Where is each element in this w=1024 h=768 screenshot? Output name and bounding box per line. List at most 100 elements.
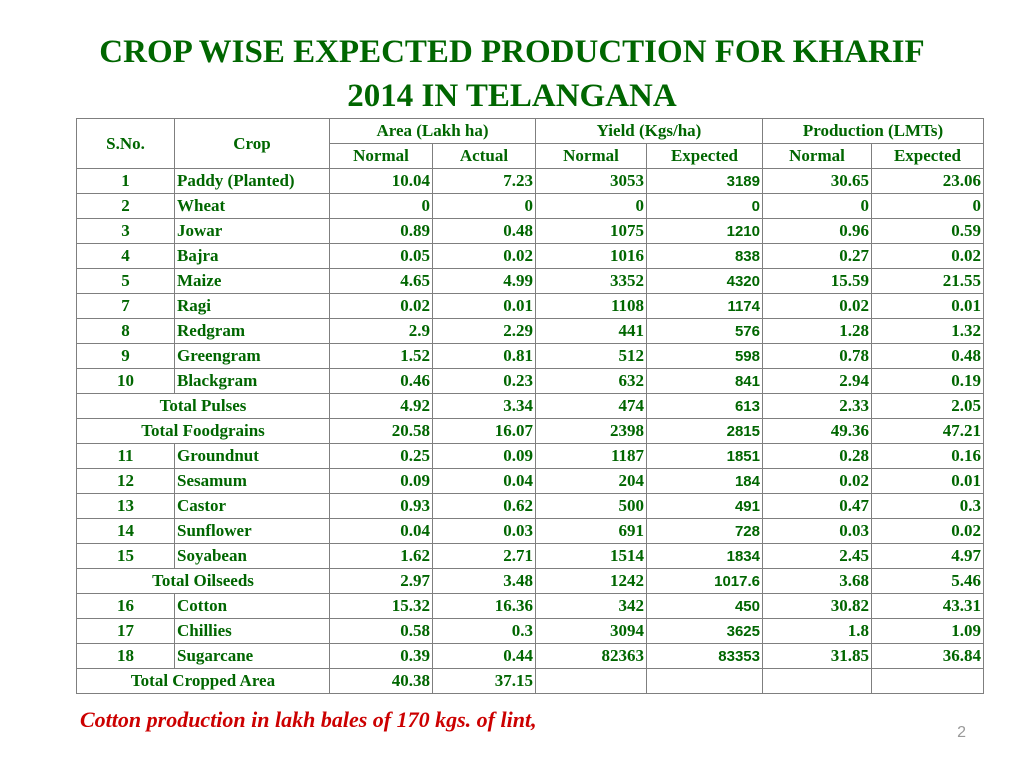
cell-prod-normal: 0.78 [762, 343, 872, 369]
header-production: Production (LMTs) [762, 118, 984, 144]
cell-prod-expected: 0.01 [871, 293, 984, 319]
page-number: 2 [957, 724, 966, 741]
cell-yield-expected: 1834 [646, 543, 763, 569]
cell-area-normal: 0.05 [329, 243, 433, 269]
cell-yield-expected: 1174 [646, 293, 763, 319]
table-row: 13 Castor 0.93 0.62 500 491 0.47 0.3 [76, 493, 984, 519]
cell-prod-expected: 47.21 [871, 418, 984, 444]
cell-sno: 4 [76, 243, 175, 269]
cell-yield-normal: 632 [535, 368, 647, 394]
table-row: 10 Blackgram 0.46 0.23 632 841 2.94 0.19 [76, 368, 984, 394]
header-crop: Crop [174, 118, 330, 169]
cell-yield-expected: 1851 [646, 443, 763, 469]
cell-yield-normal: 3352 [535, 268, 647, 294]
cell-yield-normal: 691 [535, 518, 647, 544]
cell-prod-expected: 0.48 [871, 343, 984, 369]
header-sno: S.No. [76, 118, 175, 169]
cell-prod-expected: 0.02 [871, 518, 984, 544]
slide-title: CROP WISE EXPECTED PRODUCTION FOR KHARIF… [40, 30, 984, 118]
cell-yield-normal: 1242 [535, 568, 647, 594]
cell-area-actual: 0.48 [432, 218, 536, 244]
table-row: 14 Sunflower 0.04 0.03 691 728 0.03 0.02 [76, 518, 984, 544]
header-production-expected: Expected [871, 143, 984, 169]
cell-area-actual: 0.03 [432, 518, 536, 544]
header-area-actual: Actual [432, 143, 536, 169]
cell-yield-normal: 1187 [535, 443, 647, 469]
cell-sno: 2 [76, 193, 175, 219]
cell-prod-normal: 0.96 [762, 218, 872, 244]
cell-prod-expected: 1.32 [871, 318, 984, 344]
cell-prod-normal: 0.03 [762, 518, 872, 544]
cell-area-normal: 1.52 [329, 343, 433, 369]
cell-crop: Sesamum [174, 468, 330, 494]
cell-area-normal: 0.25 [329, 443, 433, 469]
table-row: 4 Bajra 0.05 0.02 1016 838 0.27 0.02 [76, 243, 984, 269]
cell-prod-expected: 0.3 [871, 493, 984, 519]
cell-crop: Blackgram [174, 368, 330, 394]
cell-sno: 12 [76, 468, 175, 494]
cell-area-actual: 37.15 [432, 668, 536, 694]
cell-area-normal: 2.9 [329, 318, 433, 344]
cell-crop: Paddy (Planted) [174, 168, 330, 194]
cell-area-normal: 15.32 [329, 593, 433, 619]
cell-total-label: Total Pulses [76, 393, 330, 419]
table-row: 2 Wheat 0 0 0 0 0 0 [76, 193, 984, 219]
header-production-normal: Normal [762, 143, 872, 169]
cell-prod-normal: 2.33 [762, 393, 872, 419]
cell-area-actual: 0.62 [432, 493, 536, 519]
cell-crop: Greengram [174, 343, 330, 369]
cell-yield-expected: 613 [646, 393, 763, 419]
cell-area-normal: 2.97 [329, 568, 433, 594]
cell-yield-normal: 2398 [535, 418, 647, 444]
cell-yield-expected: 576 [646, 318, 763, 344]
cell-yield-normal: 1016 [535, 243, 647, 269]
cell-area-actual: 0 [432, 193, 536, 219]
cell-area-actual: 3.34 [432, 393, 536, 419]
cell-prod-normal: 31.85 [762, 643, 872, 669]
cell-prod-expected: 0.16 [871, 443, 984, 469]
cell-prod-expected: 2.05 [871, 393, 984, 419]
cell-crop: Groundnut [174, 443, 330, 469]
header-yield: Yield (Kgs/ha) [535, 118, 763, 144]
cell-prod-expected: 0.19 [871, 368, 984, 394]
cell-sno: 3 [76, 218, 175, 244]
cell-prod-normal: 1.8 [762, 618, 872, 644]
cell-area-actual: 0.09 [432, 443, 536, 469]
cell-prod-expected: 0 [871, 193, 984, 219]
table-row: Total Pulses 4.92 3.34 474 613 2.33 2.05 [76, 393, 984, 419]
cell-area-actual: 3.48 [432, 568, 536, 594]
table-row: 12 Sesamum 0.09 0.04 204 184 0.02 0.01 [76, 468, 984, 494]
cell-yield-expected: 1210 [646, 218, 763, 244]
header-area-normal: Normal [329, 143, 433, 169]
cell-prod-normal: 15.59 [762, 268, 872, 294]
cell-yield-expected: 838 [646, 243, 763, 269]
cell-yield-normal: 3053 [535, 168, 647, 194]
cell-area-normal: 20.58 [329, 418, 433, 444]
cell-yield-expected: 728 [646, 518, 763, 544]
cell-sno: 14 [76, 518, 175, 544]
cell-total-label: Total Foodgrains [76, 418, 330, 444]
cell-yield-expected: 598 [646, 343, 763, 369]
footnote: Cotton production in lakh bales of 170 k… [80, 707, 537, 732]
cell-area-normal: 0.02 [329, 293, 433, 319]
cell-prod-expected: 0.59 [871, 218, 984, 244]
cell-area-normal: 0.09 [329, 468, 433, 494]
cell-yield-expected: 1017.6 [646, 568, 763, 594]
header-yield-normal: Normal [535, 143, 647, 169]
table-body: 1 Paddy (Planted) 10.04 7.23 3053 3189 30.65 23… [76, 168, 984, 694]
table-row: 1 Paddy (Planted) 10.04 7.23 3053 3189 30.65 23… [76, 168, 984, 194]
cell-yield-expected [646, 668, 763, 694]
cell-yield-normal: 1514 [535, 543, 647, 569]
cell-yield-normal: 3094 [535, 618, 647, 644]
cell-sno: 18 [76, 643, 175, 669]
cell-prod-normal: 49.36 [762, 418, 872, 444]
cell-area-normal: 10.04 [329, 168, 433, 194]
cell-area-normal: 0.89 [329, 218, 433, 244]
cell-area-normal: 0 [329, 193, 433, 219]
cell-prod-normal: 1.28 [762, 318, 872, 344]
cell-yield-expected: 841 [646, 368, 763, 394]
cell-prod-normal: 0.27 [762, 243, 872, 269]
table-row: 17 Chillies 0.58 0.3 3094 3625 1.8 1.09 [76, 618, 984, 644]
cell-sno: 5 [76, 268, 175, 294]
cell-prod-normal: 3.68 [762, 568, 872, 594]
